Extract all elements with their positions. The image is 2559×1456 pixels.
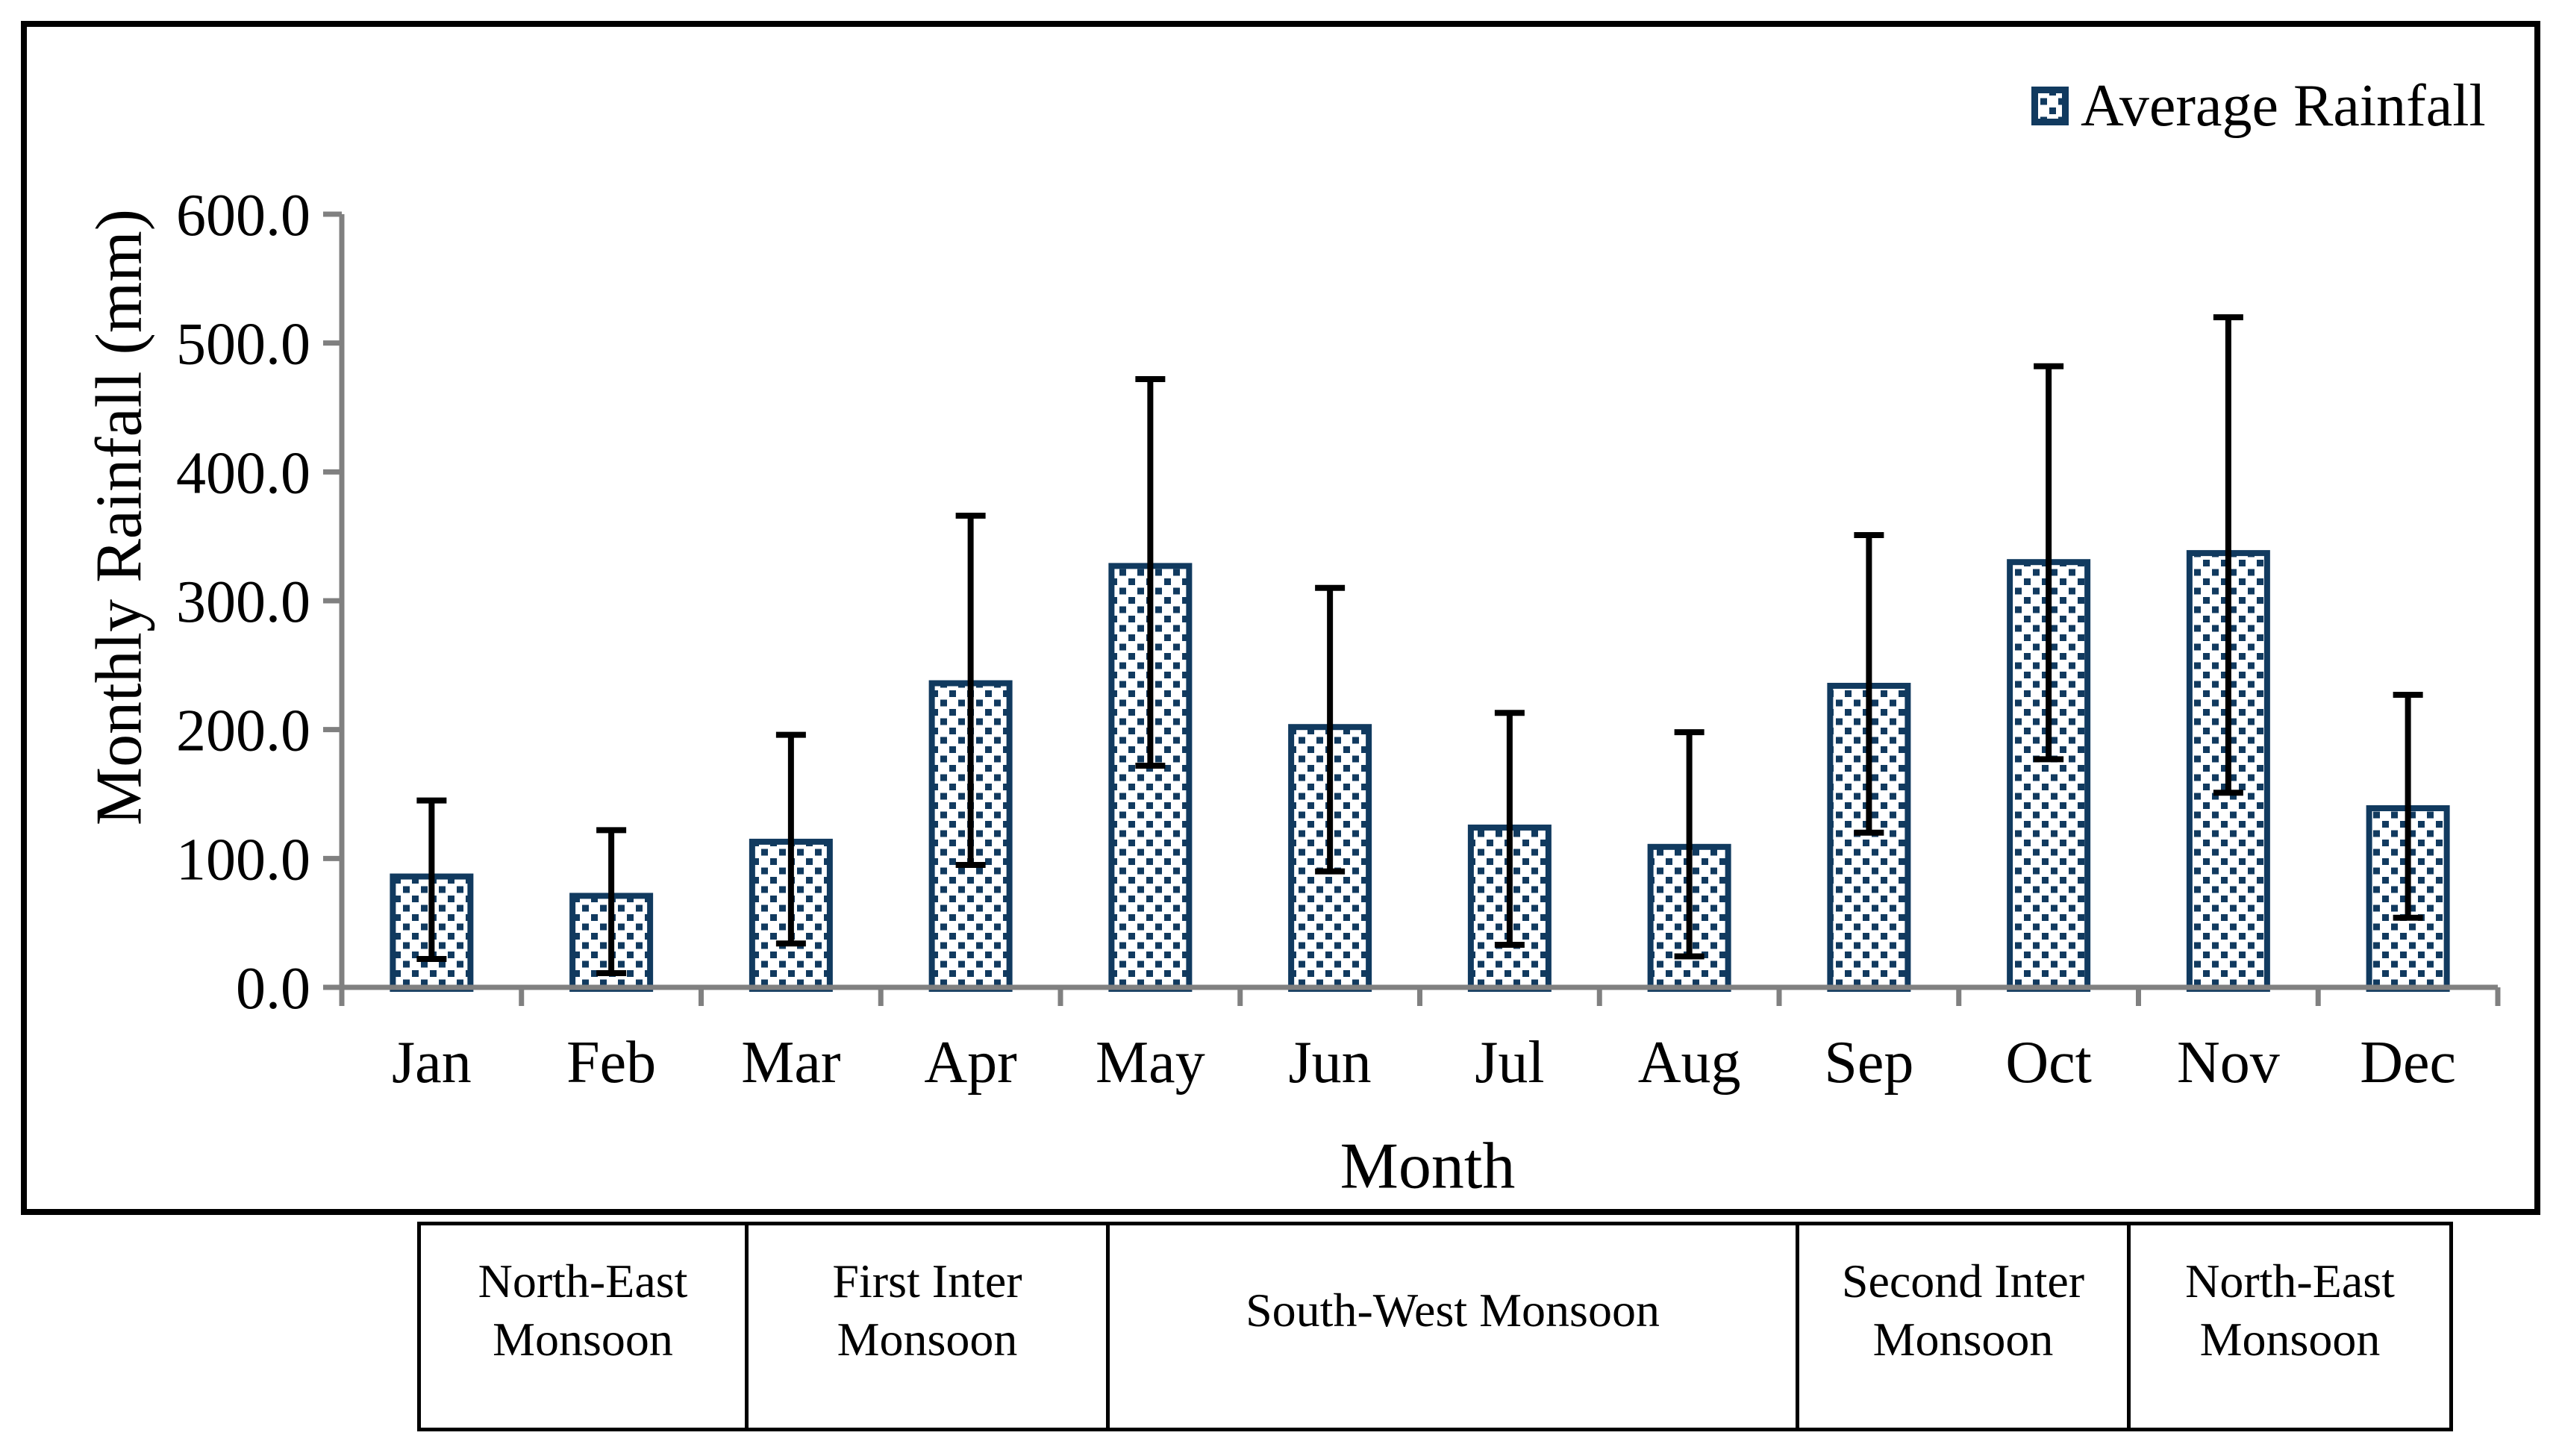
- legend-swatch-icon: [2031, 87, 2069, 125]
- season-cell-line: North-East: [2185, 1254, 2395, 1307]
- y-tick-label-500.0: 500.0: [176, 312, 310, 378]
- x-tick-label-Jul: Jul: [1475, 1030, 1544, 1096]
- season-cell-line: Monsoon: [493, 1312, 673, 1366]
- axes: [323, 211, 2501, 1006]
- x-tick-label-Dec: Dec: [2360, 1030, 2456, 1096]
- y-tick-label-600.0: 600.0: [176, 183, 310, 249]
- season-cell-line: Second Inter: [1841, 1254, 2085, 1307]
- chart-frame: [21, 21, 2540, 1215]
- x-tick-label-May: May: [1096, 1030, 1205, 1096]
- legend-label: Average Rainfall: [2081, 73, 2486, 139]
- x-tick-label-Mar: Mar: [741, 1030, 840, 1096]
- x-tick-label-Aug: Aug: [1638, 1030, 1741, 1096]
- y-tick-label-300.0: 300.0: [176, 569, 310, 635]
- season-table: North-East Monsoon First Inter Monsoon South…: [417, 1222, 2453, 1431]
- x-tick-label-Jan: Jan: [392, 1030, 472, 1096]
- y-axis-title: Monthly Rainfall (mm): [83, 208, 156, 826]
- x-tick-label-Sep: Sep: [1824, 1030, 1913, 1096]
- x-tick-label-Apr: Apr: [924, 1030, 1016, 1096]
- x-axis-title: Month: [1340, 1130, 1516, 1203]
- x-tick-label-Nov: Nov: [2177, 1030, 2280, 1096]
- y-tick-label-200.0: 200.0: [176, 699, 310, 764]
- x-tick-label-Oct: Oct: [2005, 1030, 2092, 1096]
- season-cell-line: North-East: [478, 1254, 688, 1307]
- season-cell-line: Monsoon: [1872, 1312, 2054, 1366]
- season-cell-second-inter-monsoon: Second Inter Monsoon: [1796, 1222, 2131, 1431]
- x-tick-labels: Jan Feb Mar Apr May Jun Jul Aug Sep Oct Nov Dec: [392, 1030, 2456, 1096]
- legend: Average Rainfall: [2031, 73, 2486, 139]
- y-tick-label-100.0: 100.0: [176, 827, 310, 893]
- season-cell-line: Monsoon: [2199, 1312, 2381, 1366]
- y-tick-label-400.0: 400.0: [176, 440, 310, 506]
- season-cell-line: South-West Monsoon: [1246, 1283, 1660, 1337]
- y-tick-label-0.0: 0.0: [236, 956, 310, 1022]
- season-cell-south-west-monsoon: South-West Monsoon: [1106, 1222, 1799, 1431]
- x-tick-label-Jun: Jun: [1289, 1030, 1372, 1096]
- bars: [390, 550, 2450, 993]
- error-bars: [416, 314, 2423, 977]
- season-cell-first-inter-monsoon: First Inter Monsoon: [745, 1222, 1110, 1431]
- y-tick-labels: 0.0 100.0 200.0 300.0 400.0 500.0 600.0: [176, 183, 310, 1022]
- season-cell-line: Monsoon: [837, 1312, 1018, 1366]
- season-cell-line: First Inter: [832, 1254, 1022, 1307]
- season-cell-north-east-monsoon: North-East Monsoon: [417, 1222, 749, 1431]
- season-cell-north-east-monsoon: North-East Monsoon: [2127, 1222, 2453, 1431]
- x-tick-label-Feb: Feb: [566, 1030, 656, 1096]
